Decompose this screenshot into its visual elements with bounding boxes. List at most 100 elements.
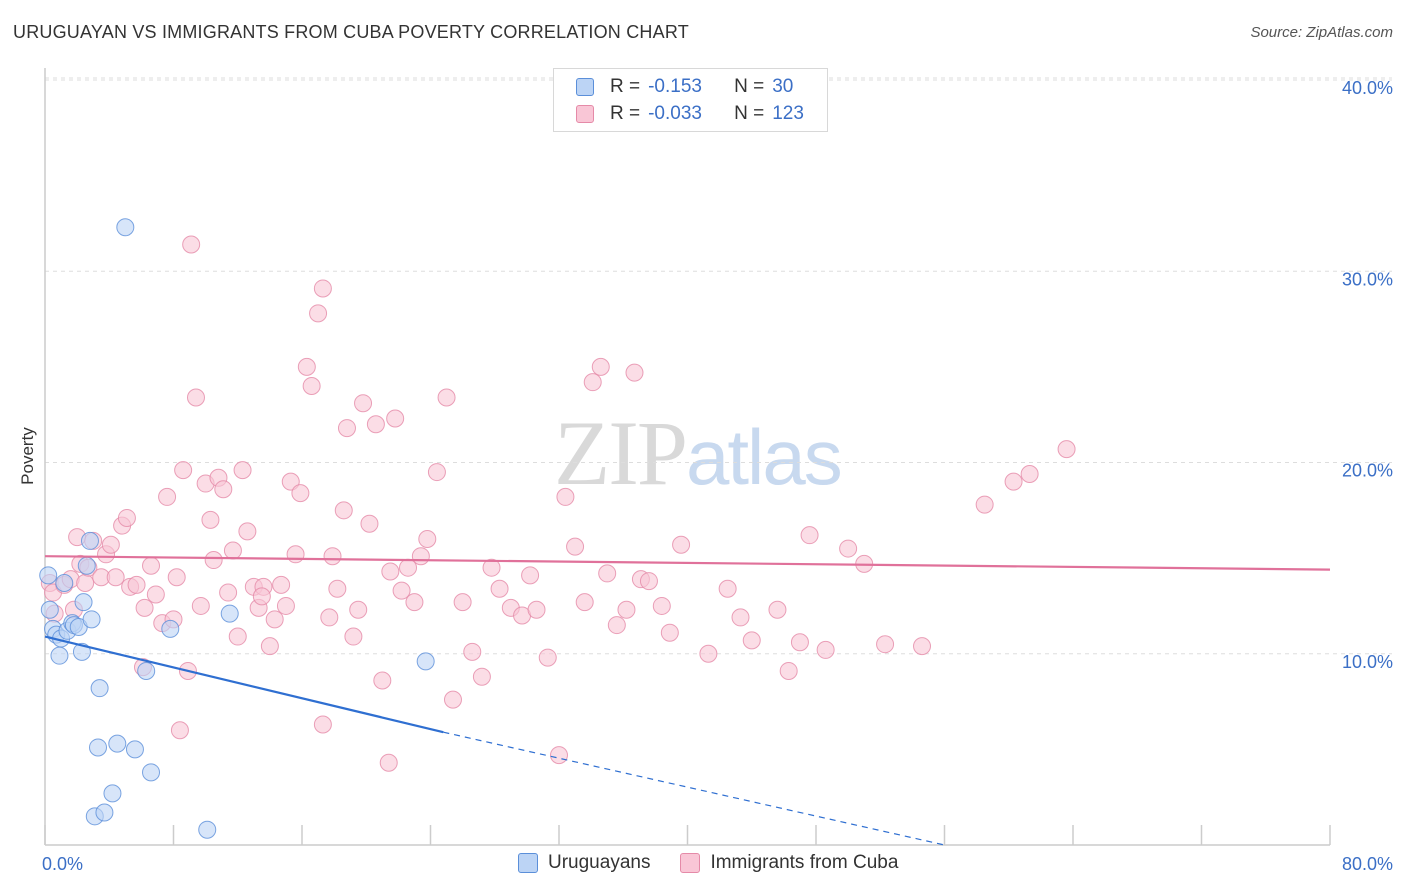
data-point: [55, 573, 74, 592]
data-point: [768, 600, 787, 619]
data-point: [790, 633, 809, 652]
y-tick-label: 10.0%: [1342, 652, 1393, 672]
data-point: [672, 535, 691, 554]
data-point: [418, 530, 437, 548]
y-tick-label: 20.0%: [1342, 461, 1393, 481]
data-point: [186, 388, 205, 407]
legend-r-value: -0.153: [648, 76, 702, 97]
legend-r-label: R =: [610, 103, 641, 124]
data-point: [302, 377, 321, 395]
data-point: [566, 537, 585, 556]
data-point: [598, 564, 617, 583]
data-point: [276, 596, 295, 615]
data-point: [309, 304, 328, 323]
data-point: [839, 539, 858, 558]
data-point: [405, 593, 424, 612]
watermark-zip: ZIP: [554, 402, 688, 504]
legend-item-cuba[interactable]: Immigrants from Cuba: [680, 852, 898, 874]
data-point: [238, 522, 257, 541]
legend-label-uruguayans: Uruguayans: [548, 852, 651, 873]
data-point: [625, 363, 644, 382]
data-point: [286, 545, 305, 564]
data-point: [297, 357, 316, 376]
data-point: [472, 667, 491, 686]
data-point: [1020, 464, 1039, 483]
series-immigrants-from-cuba: [40, 235, 1076, 772]
source-label: Source: ZipAtlas.com: [1250, 24, 1393, 41]
data-point: [639, 572, 658, 591]
data-point: [40, 600, 59, 619]
data-point: [281, 472, 300, 491]
data-point: [443, 690, 462, 709]
legend-r-value: -0.033: [648, 103, 702, 124]
data-point: [575, 593, 594, 612]
data-point: [416, 652, 435, 671]
data-point: [313, 715, 332, 734]
legend-n-label: N =: [734, 76, 765, 97]
data-point: [334, 501, 353, 520]
legend-item-uruguayans[interactable]: Uruguayans: [518, 852, 650, 874]
watermark: ZIPatlas: [554, 400, 843, 506]
data-point: [337, 419, 356, 438]
data-point: [975, 495, 994, 514]
data-point: [77, 556, 96, 575]
data-point: [366, 415, 385, 434]
data-point: [556, 487, 575, 506]
data-point: [74, 593, 93, 612]
data-point: [591, 357, 610, 376]
data-point: [252, 587, 271, 606]
data-point: [550, 746, 568, 765]
legend-swatch-uruguayans: [518, 853, 538, 873]
data-point: [1057, 440, 1076, 459]
data-point: [170, 721, 189, 740]
data-point: [135, 598, 154, 617]
data-point: [463, 642, 482, 661]
legend-row-uruguayans: R = -0.153 N = 30: [576, 75, 793, 99]
data-point: [381, 562, 400, 581]
data-point: [117, 508, 136, 527]
legend-label-cuba: Immigrants from Cuba: [710, 852, 899, 873]
data-point: [201, 510, 220, 529]
data-point: [228, 627, 247, 646]
data-point: [913, 637, 932, 656]
data-point: [699, 644, 718, 663]
data-point: [137, 661, 156, 680]
y-tick-label: 30.0%: [1342, 269, 1393, 289]
data-point: [101, 535, 120, 554]
legend-n-label: N =: [734, 103, 765, 124]
x-tick-label-max: 80.0%: [1342, 854, 1393, 874]
data-point: [527, 600, 546, 619]
data-point: [411, 547, 430, 566]
data-point: [50, 646, 69, 665]
data-point: [223, 541, 242, 560]
data-point: [103, 784, 122, 803]
data-point: [125, 740, 144, 759]
legend-swatch-cuba: [680, 853, 701, 873]
legend-n-value: 30: [772, 76, 794, 97]
chart-title: URUGUAYAN VS IMMIGRANTS FROM CUBA POVERT…: [13, 22, 689, 42]
data-point: [182, 235, 201, 254]
data-point: [39, 566, 58, 585]
legend-r-label: R =: [610, 76, 641, 97]
data-point: [323, 547, 342, 566]
y-tick-label: 40.0%: [1342, 78, 1393, 98]
series-uruguayans: [39, 218, 435, 839]
data-point: [660, 623, 679, 642]
data-point: [373, 671, 392, 690]
data-point: [652, 596, 671, 615]
data-point: [233, 461, 252, 480]
data-point: [386, 409, 405, 428]
data-point: [146, 585, 165, 604]
data-point: [816, 640, 835, 659]
data-point: [328, 579, 347, 598]
data-point: [320, 608, 339, 627]
data-point: [392, 581, 411, 600]
correlation-legend: R = -0.153 N = 30 R = -0.033 N = 123: [553, 68, 828, 132]
data-point: [490, 579, 509, 598]
data-point: [204, 551, 223, 570]
data-point: [453, 593, 472, 612]
trend-line-uruguayans: [44, 635, 444, 734]
data-point: [127, 575, 146, 594]
data-point: [313, 279, 332, 298]
